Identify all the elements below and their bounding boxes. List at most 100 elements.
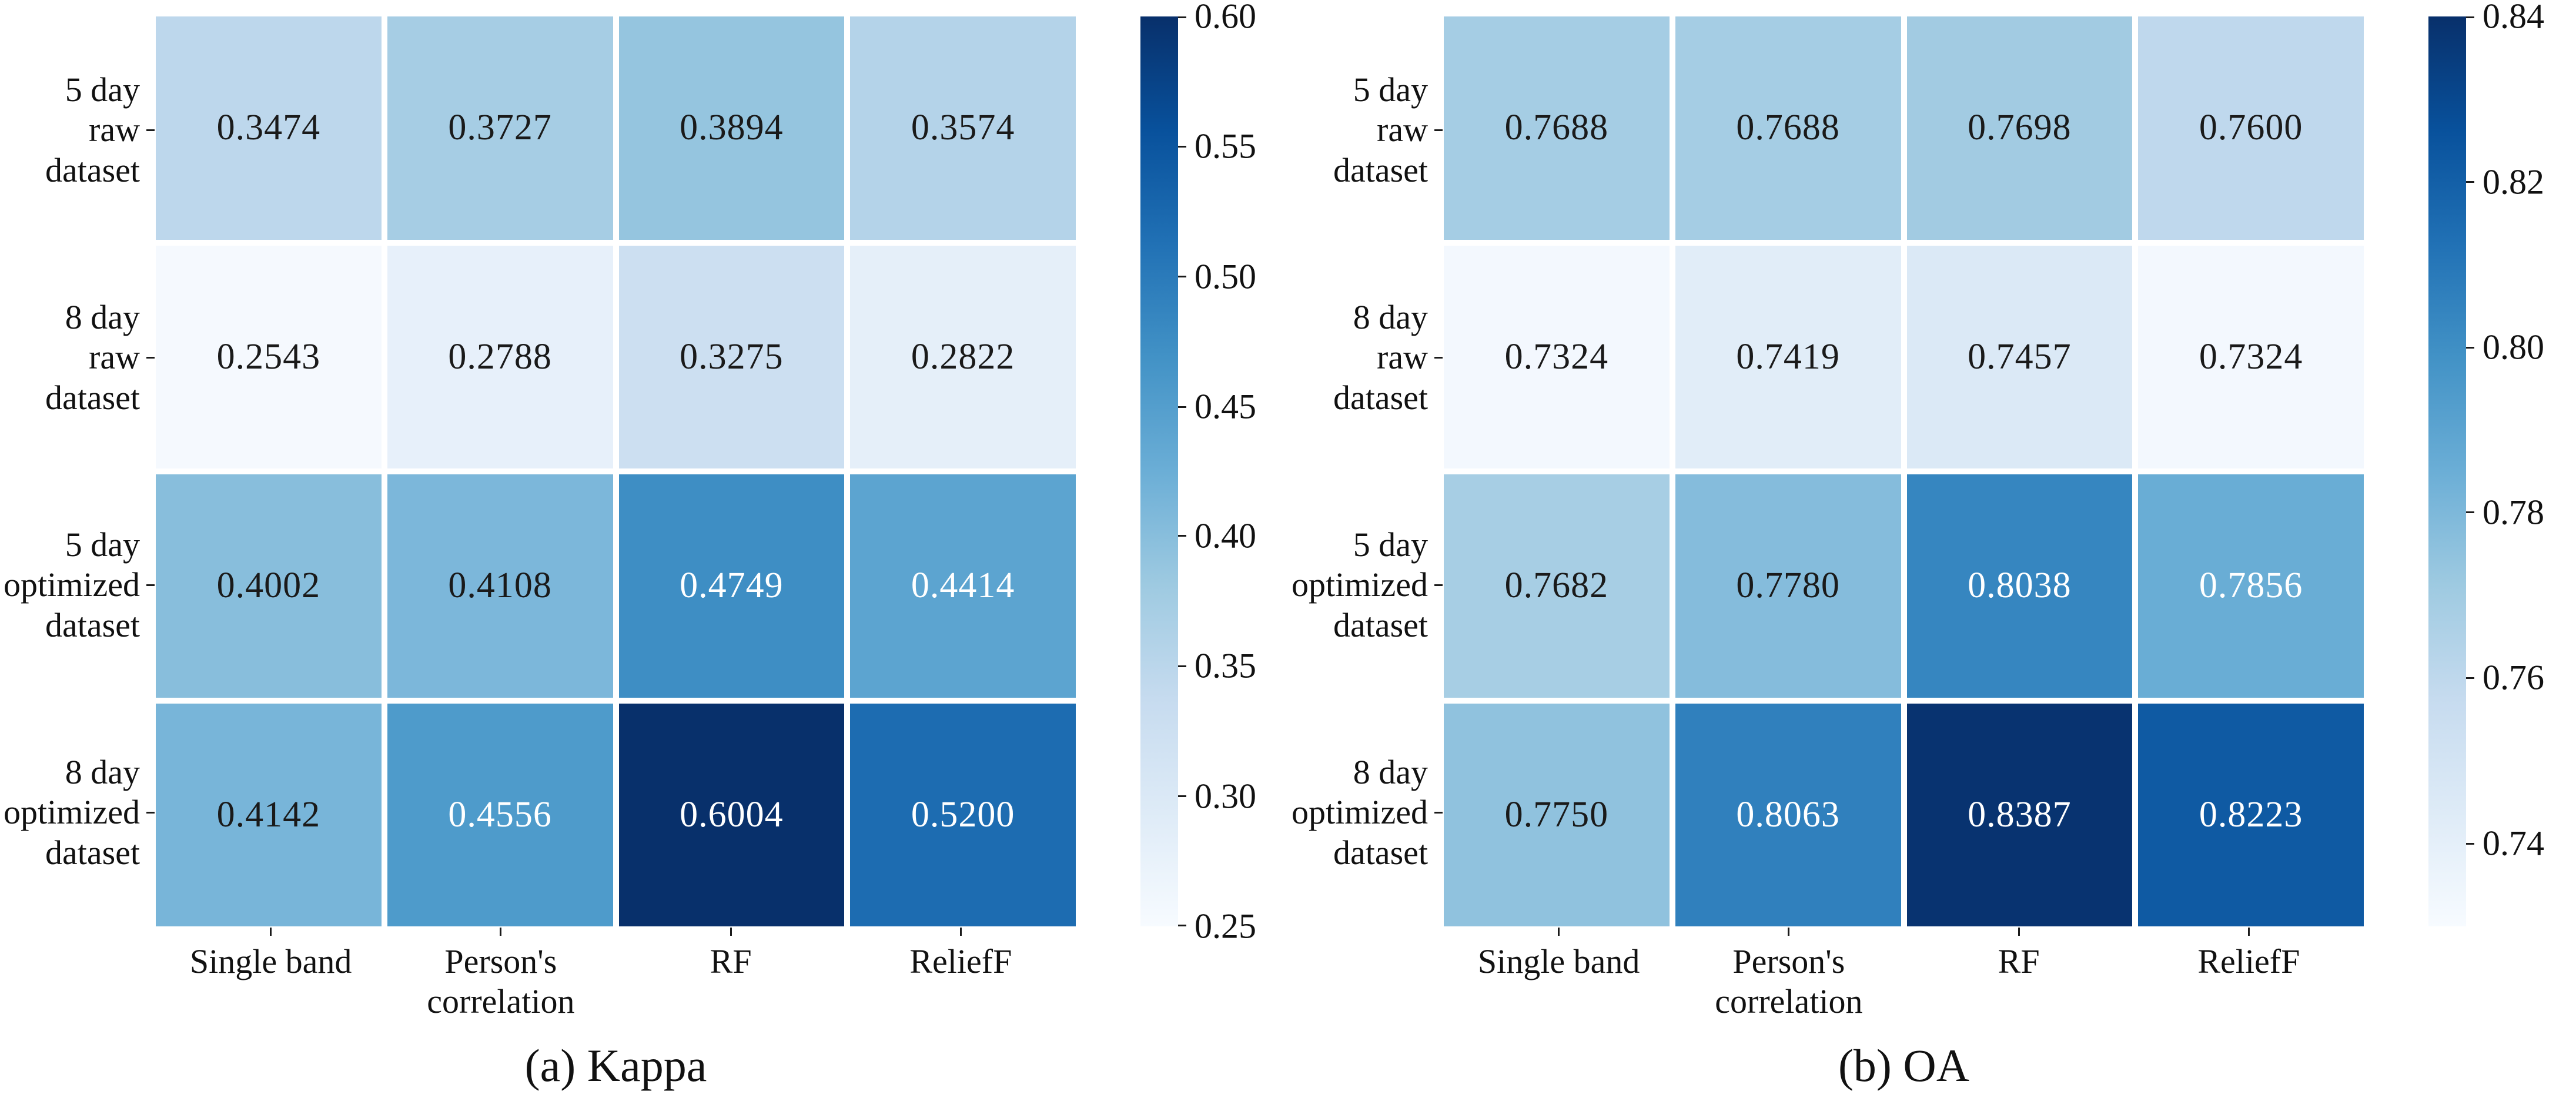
cell-value: 0.3894 (680, 108, 784, 148)
colorbar-tick-mark (2466, 511, 2474, 514)
heatmap-cell: 0.4142 (156, 703, 382, 926)
col-label-line: Person's (1732, 942, 1845, 980)
cell-value: 0.7324 (2199, 336, 2303, 377)
row-label: 8 day optimized dataset (1288, 699, 1428, 926)
colorbar-tick-label: 0.55 (1195, 126, 1256, 166)
row-label-line: 8 day (65, 752, 140, 791)
heatmap-cell: 0.4002 (156, 474, 382, 698)
colorbar-tick-mark (1178, 145, 1186, 148)
cell-value: 0.7682 (1504, 565, 1609, 606)
heatmap-cell: 0.4108 (387, 474, 613, 698)
heatmap-cell: 0.8063 (1675, 703, 1901, 926)
cell-value: 0.4108 (448, 565, 552, 606)
row-label-line: dataset (1333, 378, 1428, 417)
row-label: 8 day optimized dataset (0, 699, 140, 926)
x-tick-mark (1558, 928, 1560, 936)
y-tick-mark (146, 129, 155, 131)
row-label-line: 5 day (65, 70, 140, 109)
cell-value: 0.4749 (680, 565, 784, 606)
panel-caption: (b) OA (1838, 1040, 1970, 1091)
cell-value: 0.7780 (1736, 565, 1840, 606)
col-label: ReliefF (2134, 942, 2364, 1022)
row-label-line: dataset (1333, 150, 1428, 189)
heatmap-cell: 0.7780 (1675, 474, 1901, 698)
heatmap-cell: 0.7856 (2138, 474, 2364, 698)
heatmap-cell: 0.7457 (1906, 245, 2133, 468)
col-label: Single band (1444, 942, 1674, 1022)
heatmap-cell: 0.7324 (1444, 245, 1670, 468)
colorbar-tick-mark (2466, 346, 2474, 349)
colorbar-tick-label: 0.82 (2483, 162, 2544, 202)
cell-value: 0.3574 (911, 108, 1015, 148)
col-label: RF (1904, 942, 2134, 1022)
colorbar-tick-mark (2466, 677, 2474, 679)
cell-value: 0.7750 (1504, 794, 1609, 835)
col-label: ReliefF (846, 942, 1076, 1022)
x-tick-mark (2018, 928, 2020, 936)
heatmap-cell: 0.7324 (2138, 245, 2364, 468)
row-label-line: optimized (1292, 793, 1428, 832)
cell-value: 0.8063 (1736, 794, 1840, 835)
cell-value: 0.6004 (680, 794, 784, 835)
col-label: Person's correlation (1674, 942, 1903, 1022)
row-label-line: optimized (4, 565, 140, 604)
heatmap-cell: 0.6004 (618, 703, 845, 926)
row-label: 5 day raw dataset (1288, 16, 1428, 244)
col-label-line: RF (1998, 942, 2040, 980)
x-tick-mark (500, 928, 502, 936)
x-tick-mark (2247, 928, 2250, 936)
heatmap-panel-kappa: 5 day raw dataset 8 day raw dataset 5 day optim… (0, 0, 1256, 1091)
cell-value: 0.7688 (1504, 108, 1609, 148)
heatmap-cell: 0.7688 (1444, 16, 1670, 240)
cell-value: 0.4414 (911, 565, 1015, 606)
row-label-line: raw (1377, 111, 1428, 149)
heatmap-panel-oa: 5 day raw dataset 8 day raw dataset 5 day optim… (1288, 0, 2576, 1118)
row-label: 5 day optimized dataset (1288, 471, 1428, 699)
col-label: Person's correlation (386, 942, 615, 1022)
colorbar-tick-mark (1178, 665, 1186, 667)
row-label: 5 day raw dataset (0, 16, 140, 244)
heatmap-cell: 0.8223 (2138, 703, 2364, 926)
colorbar-tick-mark (1178, 16, 1186, 18)
cell-value: 0.7600 (2199, 108, 2303, 148)
row-label-line: 8 day (65, 297, 140, 336)
col-label: Single band (156, 942, 386, 1022)
colorbar (2428, 16, 2466, 926)
colorbar-tick-label: 0.60 (1195, 0, 1256, 36)
heatmap-cell: 0.4749 (618, 474, 845, 698)
y-tick-mark (146, 812, 155, 814)
colorbar-tick-mark (1178, 535, 1186, 537)
y-tick-mark (1434, 129, 1443, 131)
colorbar-tick-mark (1178, 925, 1186, 926)
row-label-line: dataset (45, 150, 140, 189)
heatmap-cell: 0.7682 (1444, 474, 1670, 698)
cell-value: 0.8223 (2199, 794, 2303, 835)
col-label-line: correlation (1715, 982, 1863, 1021)
y-tick-mark (146, 584, 155, 586)
heatmap-grid: 0.7688 0.7688 0.7698 0.7600 0.7324 0.7419 0.74… (1444, 16, 2364, 926)
cell-value: 0.7688 (1736, 108, 1840, 148)
x-tick-mark (1788, 928, 1790, 936)
colorbar-tick-mark (2466, 181, 2474, 183)
row-label-line: dataset (45, 378, 140, 417)
cell-value: 0.7457 (1968, 336, 2072, 377)
x-tick-mark (959, 928, 962, 936)
colorbar-tick-label: 0.80 (2483, 327, 2544, 367)
colorbar-tick-mark (2466, 842, 2474, 845)
colorbar-tick-label: 0.35 (1195, 646, 1256, 685)
colorbar-tick-label: 0.76 (2483, 658, 2544, 697)
y-tick-mark (1434, 584, 1443, 586)
col-label-line: Single band (1477, 942, 1640, 980)
heatmap-cell: 0.4556 (387, 703, 613, 926)
col-label-line: correlation (427, 982, 575, 1021)
heatmap-cell: 0.2543 (156, 245, 382, 468)
cell-value: 0.4002 (216, 565, 321, 606)
row-label-line: optimized (4, 793, 140, 832)
x-tick-mark (730, 928, 732, 936)
heatmap-cell: 0.3894 (618, 16, 845, 240)
colorbar-tick-label: 0.25 (1195, 906, 1256, 946)
row-label-line: 5 day (65, 525, 140, 564)
cell-value: 0.3727 (448, 108, 552, 148)
x-axis-labels: Single band Person's correlation RF ReliefF (1444, 942, 2364, 1022)
row-label: 5 day optimized dataset (0, 471, 140, 699)
